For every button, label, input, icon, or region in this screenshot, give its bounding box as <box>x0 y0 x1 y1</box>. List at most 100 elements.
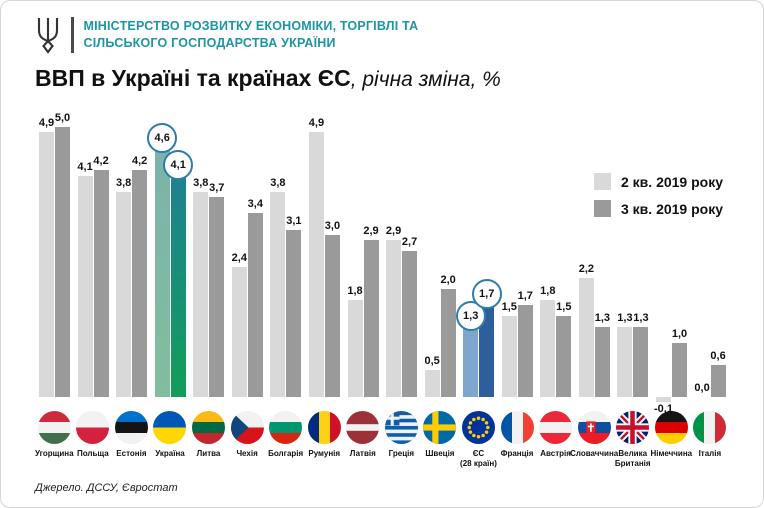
bar-poland-q3 <box>93 170 109 397</box>
bar-germany-q3 <box>672 343 687 397</box>
country-group-ukraine: 4,6 4,1 <box>147 123 194 397</box>
value-label: 3,1 <box>286 215 302 227</box>
bar-italy-q3 <box>710 365 726 397</box>
flag-hungary-icon <box>37 411 71 444</box>
legend-swatch-q3 <box>594 200 611 217</box>
country-group-italy: 0,0 0,6 <box>691 125 730 397</box>
country-label: Україна <box>155 449 185 458</box>
flag-cell-slovakia: Словаччина <box>570 411 618 470</box>
bar-ukraine-q2 <box>154 149 170 397</box>
country-label: Чехія <box>236 449 258 458</box>
country-label: Словаччина <box>570 449 619 458</box>
flag-cell-germany: Німеччина <box>650 411 693 470</box>
bar-slovakia-q3 <box>594 327 610 397</box>
bar-slovakia-q2 <box>578 278 594 397</box>
value-label: -0,1 <box>654 403 673 415</box>
header: МІНІСТЕРСТВО РОЗВИТКУ ЕКОНОМІКИ, ТОРГІВЛ… <box>35 15 729 55</box>
country-label: ЄС (28 країн) <box>460 449 497 469</box>
country-group-estonia: 3,8 4,2 <box>112 125 151 397</box>
value-label: 4,9 <box>308 117 325 129</box>
flag-poland-icon <box>76 411 110 444</box>
value-label-circled: 4,1 <box>163 150 194 180</box>
flag-cell-estonia: Естонія <box>112 411 151 470</box>
value-label: 1,3 <box>633 312 649 324</box>
flag-germany-icon <box>654 411 688 444</box>
value-label: 1,0 <box>671 328 688 340</box>
flag-latvia-icon <box>346 411 380 444</box>
country-label: Болгарія <box>268 449 304 458</box>
bar-uk-q3 <box>633 327 649 397</box>
ministry-name-line2: СІЛЬСЬКОГО ГОСПОДАРСТВА УКРАЇНИ <box>83 36 336 50</box>
flag-bulgaria-icon <box>269 411 303 444</box>
bar-hungary-q2 <box>39 132 54 397</box>
bar-france-q2 <box>501 316 517 397</box>
flag-cell-italy: Італія <box>691 411 730 470</box>
value-label: 2,0 <box>440 274 456 286</box>
value-label: 2,9 <box>385 225 402 237</box>
flag-cell-lithuania: Литва <box>189 411 228 470</box>
bar-czechia-q2 <box>231 267 247 397</box>
bar-romania-q2 <box>308 132 324 397</box>
country-label: Італія <box>698 449 722 458</box>
bar-lithuania-q2 <box>193 192 209 397</box>
legend-label-q3: 3 кв. 2019 року <box>621 200 723 217</box>
country-label: Естонія <box>116 449 147 458</box>
flag-eu-icon <box>461 411 495 444</box>
flag-romania-icon <box>307 411 341 444</box>
bar-france-q3 <box>517 305 533 397</box>
flag-italy-icon <box>693 411 727 444</box>
country-group-uk: 1,3 1,3 <box>613 125 652 397</box>
country-group-sweden: 0,5 2,0 <box>421 125 460 397</box>
bar-estonia-q3 <box>132 170 148 397</box>
country-label: Німеччина <box>650 449 693 458</box>
bar-austria-q2 <box>540 300 556 397</box>
country-label: Литва <box>196 449 221 458</box>
bar-poland-q2 <box>77 176 93 397</box>
page-title: ВВП в Україні та країнах ЄС, річна зміна… <box>35 65 729 93</box>
country-group-germany: -0,1 1,0 <box>652 125 691 415</box>
flag-cell-hungary: Угорщина <box>35 411 74 470</box>
ministry-name: МІНІСТЕРСТВО РОЗВИТКУ ЕКОНОМІКИ, ТОРГІВЛ… <box>84 18 419 52</box>
value-label: 0,0 <box>694 382 710 394</box>
chart-plot-area: 4,9 5,0 4,1 4,2 3,8 4,2 4,6 4,1 3,8 3,7 2,4 3,4 3,8 3… <box>35 112 730 415</box>
flag-france-icon <box>500 411 534 444</box>
flag-greece-icon <box>384 411 418 444</box>
flag-estonia-icon <box>114 411 148 444</box>
page-title-main: ВВП в Україні та країнах ЄС <box>35 65 351 91</box>
flag-cell-romania: Румунія <box>305 411 344 470</box>
page-title-sub: , річна зміна, % <box>350 68 501 91</box>
country-group-slovakia: 2,2 1,3 <box>575 125 614 397</box>
bar-lithuania-q3 <box>209 197 225 397</box>
value-label: 2,7 <box>401 236 418 248</box>
bar-czechia-q3 <box>247 213 263 397</box>
flag-cell-latvia: Латвія <box>344 411 383 470</box>
country-label: Угорщина <box>34 449 74 458</box>
trident-logo-icon <box>35 16 61 54</box>
flag-cell-ukraine: Україна <box>151 411 190 470</box>
bar-germany-q2 <box>656 397 671 402</box>
value-label: 4,2 <box>93 155 109 167</box>
country-group-austria: 1,8 1,5 <box>536 125 575 397</box>
bar-latvia-q2 <box>347 300 363 397</box>
value-label: 3,8 <box>270 177 286 189</box>
legend-label-q2: 2 кв. 2019 року <box>621 173 723 190</box>
flag-cell-france: Франція <box>498 411 537 470</box>
flag-cell-eu: ЄС (28 країн) <box>459 411 498 470</box>
bar-latvia-q3 <box>363 240 379 397</box>
value-label-circled: 1,7 <box>471 279 502 309</box>
bar-greece-q3 <box>402 251 418 397</box>
flag-slovakia-icon <box>577 411 611 444</box>
value-label: 3,0 <box>324 220 341 232</box>
bar-sweden-q3 <box>440 289 456 397</box>
country-label: Румунія <box>308 449 341 458</box>
bar-eu-q3 <box>479 305 495 397</box>
flag-austria-icon <box>539 411 573 444</box>
country-label: Австрія <box>540 449 571 458</box>
country-label: Велика Британія <box>614 449 651 469</box>
value-label: 0,5 <box>424 355 440 367</box>
flag-sweden-icon <box>423 411 457 444</box>
flag-lithuania-icon <box>192 411 226 444</box>
bar-uk-q2 <box>617 327 633 397</box>
flag-cell-sweden: Швеція <box>421 411 460 470</box>
country-group-eu: 1,3 1,7 <box>455 125 502 397</box>
